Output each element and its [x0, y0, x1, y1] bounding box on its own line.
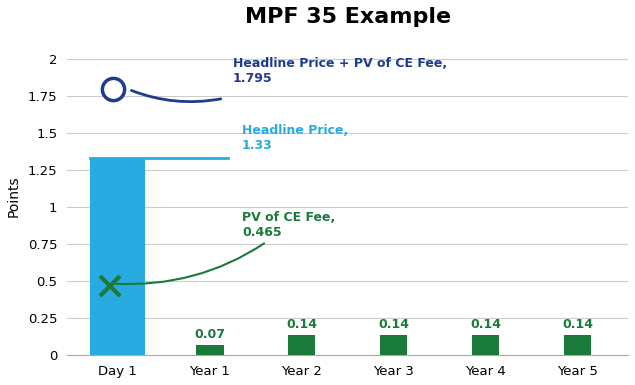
Text: Headline Price,
1.33: Headline Price, 1.33: [242, 124, 348, 152]
Bar: [380, 335, 408, 355]
Text: 0.07: 0.07: [194, 328, 225, 341]
Y-axis label: Points: Points: [7, 175, 21, 217]
Text: 0.14: 0.14: [286, 318, 317, 331]
Text: Headline Price + PV of CE Fee,
1.795: Headline Price + PV of CE Fee, 1.795: [232, 57, 447, 85]
Text: 0.14: 0.14: [378, 318, 409, 331]
Bar: [472, 335, 499, 355]
Text: 0.14: 0.14: [470, 318, 501, 331]
Title: MPF 35 Example: MPF 35 Example: [244, 7, 451, 27]
Bar: [288, 335, 316, 355]
Text: PV of CE Fee,
0.465: PV of CE Fee, 0.465: [113, 211, 335, 284]
Bar: [90, 158, 145, 355]
Text: 0.14: 0.14: [562, 318, 593, 331]
Bar: [564, 335, 591, 355]
Bar: [196, 345, 224, 355]
